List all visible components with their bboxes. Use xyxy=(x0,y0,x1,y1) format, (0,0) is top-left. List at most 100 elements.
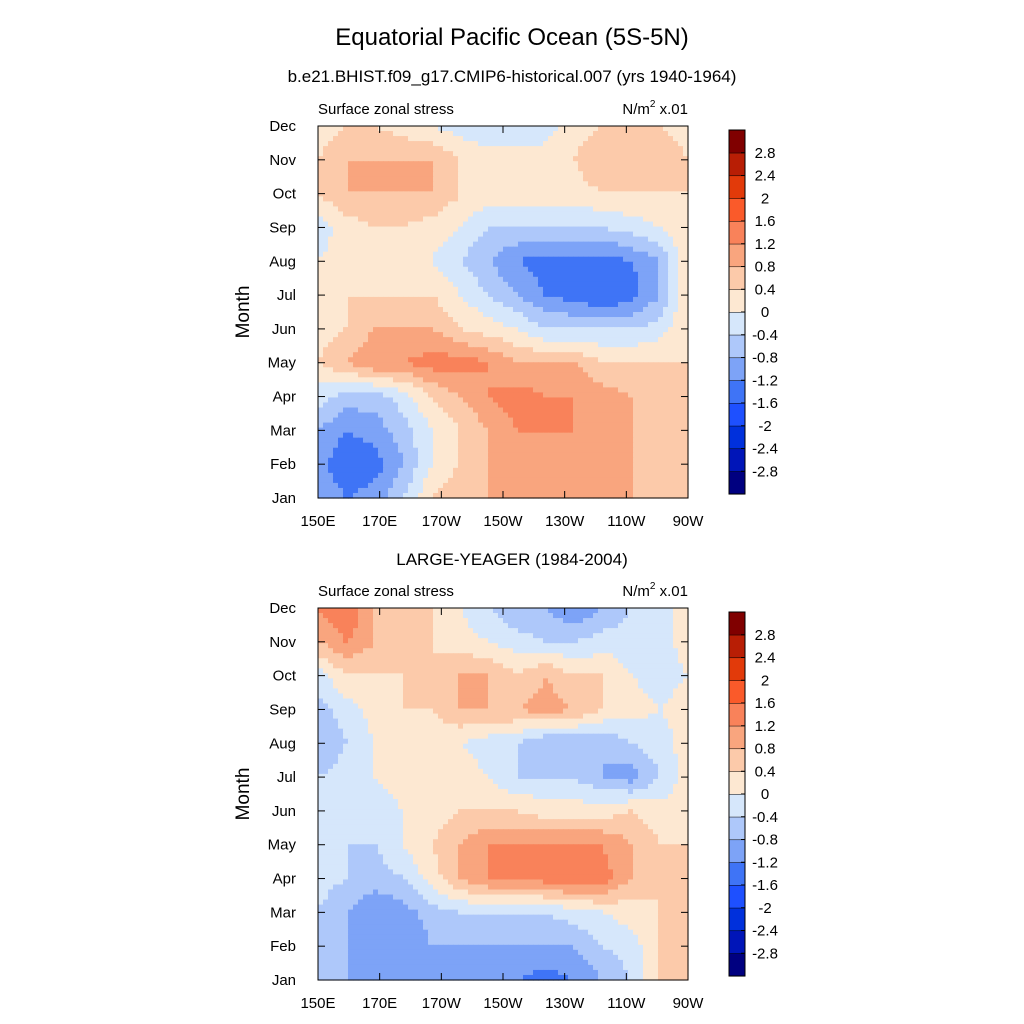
contour-cell xyxy=(363,136,369,142)
contour-cell xyxy=(568,367,574,373)
contour-cell xyxy=(488,362,494,368)
contour-cell xyxy=(388,447,394,454)
contour-cell xyxy=(573,387,579,394)
contour-cell xyxy=(633,186,639,192)
contour-cell xyxy=(388,392,394,399)
contour-cell xyxy=(623,266,629,273)
contour-cell xyxy=(478,146,484,152)
contour-cell xyxy=(638,337,644,343)
contour-cell xyxy=(418,216,424,223)
contour-cell xyxy=(548,231,554,238)
contour-cell xyxy=(653,151,659,157)
contour-cell xyxy=(633,372,639,378)
contour-cell xyxy=(638,221,644,228)
contour-cell xyxy=(478,317,484,323)
contour-cell xyxy=(658,447,664,454)
contour-cell xyxy=(613,437,619,444)
contour-cell xyxy=(343,261,349,268)
contour-cell xyxy=(343,427,349,434)
contour-cell xyxy=(593,236,599,243)
contour-cell xyxy=(323,196,329,203)
contour-cell xyxy=(458,221,464,228)
contour-cell xyxy=(663,317,669,323)
contour-cell xyxy=(658,382,664,389)
contour-cell xyxy=(453,347,459,353)
contour-cell xyxy=(453,171,459,177)
contour-cell xyxy=(603,452,609,459)
contour-cell xyxy=(353,367,359,373)
contour-cell xyxy=(508,372,514,378)
contour-cell xyxy=(588,286,594,293)
contour-cell xyxy=(568,432,574,439)
contour-cell xyxy=(523,402,529,409)
contour-cell xyxy=(478,402,484,409)
contour-cell xyxy=(348,281,354,288)
contour-cell xyxy=(548,131,554,137)
contour-cell xyxy=(518,387,524,394)
contour-cell xyxy=(663,337,669,343)
contour-cell xyxy=(488,136,494,142)
contour-cell xyxy=(638,306,644,313)
contour-cell xyxy=(493,226,499,233)
contour-cell xyxy=(388,126,394,132)
contour-cell xyxy=(468,131,474,137)
contour-cell xyxy=(463,196,469,203)
contour-cell xyxy=(528,377,534,383)
contour-cell xyxy=(463,377,469,383)
contour-cell xyxy=(438,196,444,203)
contour-cell xyxy=(623,286,629,293)
contour-cell xyxy=(388,301,394,308)
contour-cell xyxy=(438,392,444,399)
contour-cell xyxy=(678,362,684,368)
contour-cell xyxy=(398,296,404,303)
contour-cell xyxy=(483,301,489,308)
contour-cell xyxy=(598,196,604,203)
contour-cell xyxy=(618,357,624,363)
contour-cell xyxy=(338,437,344,444)
contour-cell xyxy=(528,146,534,152)
contour-cell xyxy=(638,146,644,152)
contour-cell xyxy=(583,176,589,182)
contour-cell xyxy=(403,261,409,268)
contour-cell xyxy=(548,337,554,343)
contour-cell xyxy=(328,442,334,449)
contour-cell xyxy=(553,151,559,157)
contour-cell xyxy=(648,372,654,378)
contour-cell xyxy=(323,447,329,454)
contour-cell xyxy=(528,281,534,288)
contour-cell xyxy=(628,231,634,238)
contour-cell xyxy=(423,201,429,208)
contour-cell xyxy=(518,397,524,404)
contour-cell xyxy=(333,317,339,323)
contour-cell xyxy=(358,417,364,424)
contour-cell xyxy=(323,271,329,278)
contour-cell xyxy=(443,417,449,424)
contour-cell xyxy=(513,322,519,328)
contour-cell xyxy=(498,171,504,177)
contour-cell xyxy=(583,166,589,172)
contour-cell xyxy=(333,216,339,223)
contour-cell xyxy=(643,337,649,343)
contour-cell xyxy=(613,161,619,167)
contour-cell xyxy=(358,377,364,383)
contour-cell xyxy=(393,261,399,268)
contour-cell xyxy=(453,397,459,404)
contour-cell xyxy=(453,306,459,313)
contour-cell xyxy=(443,126,449,132)
contour-cell xyxy=(403,171,409,177)
contour-cell xyxy=(318,206,324,213)
contour-cell xyxy=(483,447,489,454)
contour-cell xyxy=(653,442,659,449)
contour-cell xyxy=(633,387,639,394)
contour-cell xyxy=(368,412,374,419)
contour-cell xyxy=(323,201,329,208)
contour-cell xyxy=(463,322,469,328)
contour-cell xyxy=(613,312,619,318)
contour-cell xyxy=(493,161,499,167)
contour-cell xyxy=(548,412,554,419)
contour-cell xyxy=(483,246,489,253)
contour-cell xyxy=(408,462,414,469)
contour-cell xyxy=(558,186,564,192)
contour-cell xyxy=(448,166,454,172)
contour-cell xyxy=(613,151,619,157)
